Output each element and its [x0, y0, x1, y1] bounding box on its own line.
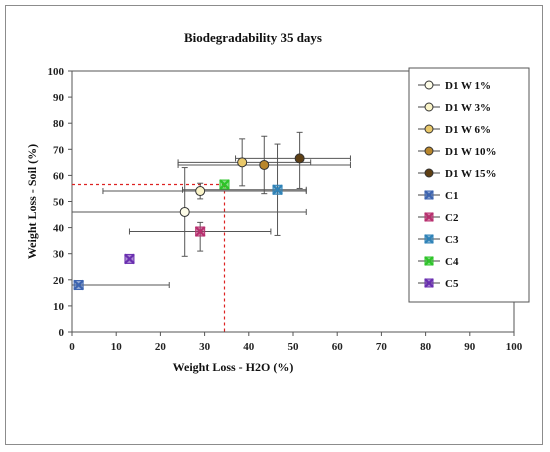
legend-swatch — [424, 168, 434, 178]
legend-swatch-cross — [424, 212, 434, 222]
legend-swatch-cross — [424, 256, 434, 266]
legend-label: D1 W 10% — [445, 146, 497, 158]
y-tick-label: 90 — [53, 92, 65, 104]
x-tick-label: 70 — [376, 341, 388, 353]
x-axis-title: Weight Loss - H2O (%) — [173, 360, 294, 374]
x-tick-label: 60 — [332, 341, 344, 353]
data-point — [259, 159, 270, 170]
y-tick-label: 100 — [48, 66, 65, 78]
y-tick-label: 20 — [53, 275, 65, 287]
y-tick-label: 60 — [53, 170, 65, 182]
data-point — [179, 206, 190, 217]
chart-frame: Biodegradability 35 days 0 10 20 30 40 50 60 70… — [5, 5, 543, 445]
data-point-cross — [219, 179, 230, 190]
legend: D1 W 1% D1 W 3% D1 W 6% D1 W 10% D1 W 15% C1 C… — [408, 67, 530, 303]
legend-label: C4 — [445, 256, 459, 268]
legend-label: C1 — [445, 190, 458, 202]
data-point — [195, 186, 206, 197]
data-point-cross — [73, 279, 84, 291]
data-point-cross — [272, 184, 283, 196]
x-tick-label: 0 — [69, 341, 75, 353]
y-tick-label: 0 — [59, 327, 65, 339]
data-point — [294, 153, 305, 164]
y-tick-label: 30 — [53, 249, 65, 261]
y-tick-label: 70 — [53, 144, 65, 156]
y-tick-label: 50 — [53, 197, 65, 209]
x-tick-label: 30 — [199, 341, 211, 353]
x-tick-label: 90 — [464, 341, 476, 353]
legend-swatch-cross — [424, 234, 434, 244]
x-tick-label: 10 — [111, 341, 123, 353]
legend-label: D1 W 3% — [445, 102, 491, 114]
y-tick-label: 40 — [53, 223, 65, 235]
y-axis-title: Weight Loss - Soil (%) — [25, 144, 39, 259]
legend-label: C2 — [445, 212, 459, 224]
error-bars — [71, 131, 351, 289]
data-point-cross — [194, 226, 206, 237]
legend-swatch — [424, 124, 434, 134]
data-point-cross — [124, 253, 135, 265]
legend-swatch — [424, 146, 434, 156]
y-tick-label: 10 — [53, 301, 65, 313]
x-tick-label: 20 — [155, 341, 167, 353]
x-tick-label: 100 — [506, 341, 523, 353]
legend-swatch-cross — [424, 190, 434, 200]
legend-swatch — [424, 80, 434, 90]
reference-lines — [72, 183, 226, 332]
data-point — [237, 157, 248, 168]
x-tick-label: 50 — [288, 341, 300, 353]
legend-label: D1 W 1% — [445, 80, 491, 92]
scatter-chart: Biodegradability 35 days 0 10 20 30 40 50 60 70… — [25, 30, 530, 374]
y-tick-label: 80 — [53, 118, 65, 130]
x-tick-label: 80 — [420, 341, 432, 353]
legend-label: C5 — [445, 278, 459, 290]
legend-label: D1 W 15% — [445, 168, 497, 180]
plot-axes: 0 10 20 30 40 50 60 70 80 90 100 0 10 20 30 40 50 60 70 80 9… — [48, 66, 523, 353]
legend-swatch — [424, 102, 434, 112]
legend-swatch-cross — [424, 278, 434, 288]
legend-label: D1 W 6% — [445, 124, 491, 136]
legend-label: C3 — [445, 234, 459, 246]
chart-title: Biodegradability 35 days — [184, 30, 322, 45]
data-points — [73, 153, 305, 291]
x-tick-label: 40 — [243, 341, 255, 353]
